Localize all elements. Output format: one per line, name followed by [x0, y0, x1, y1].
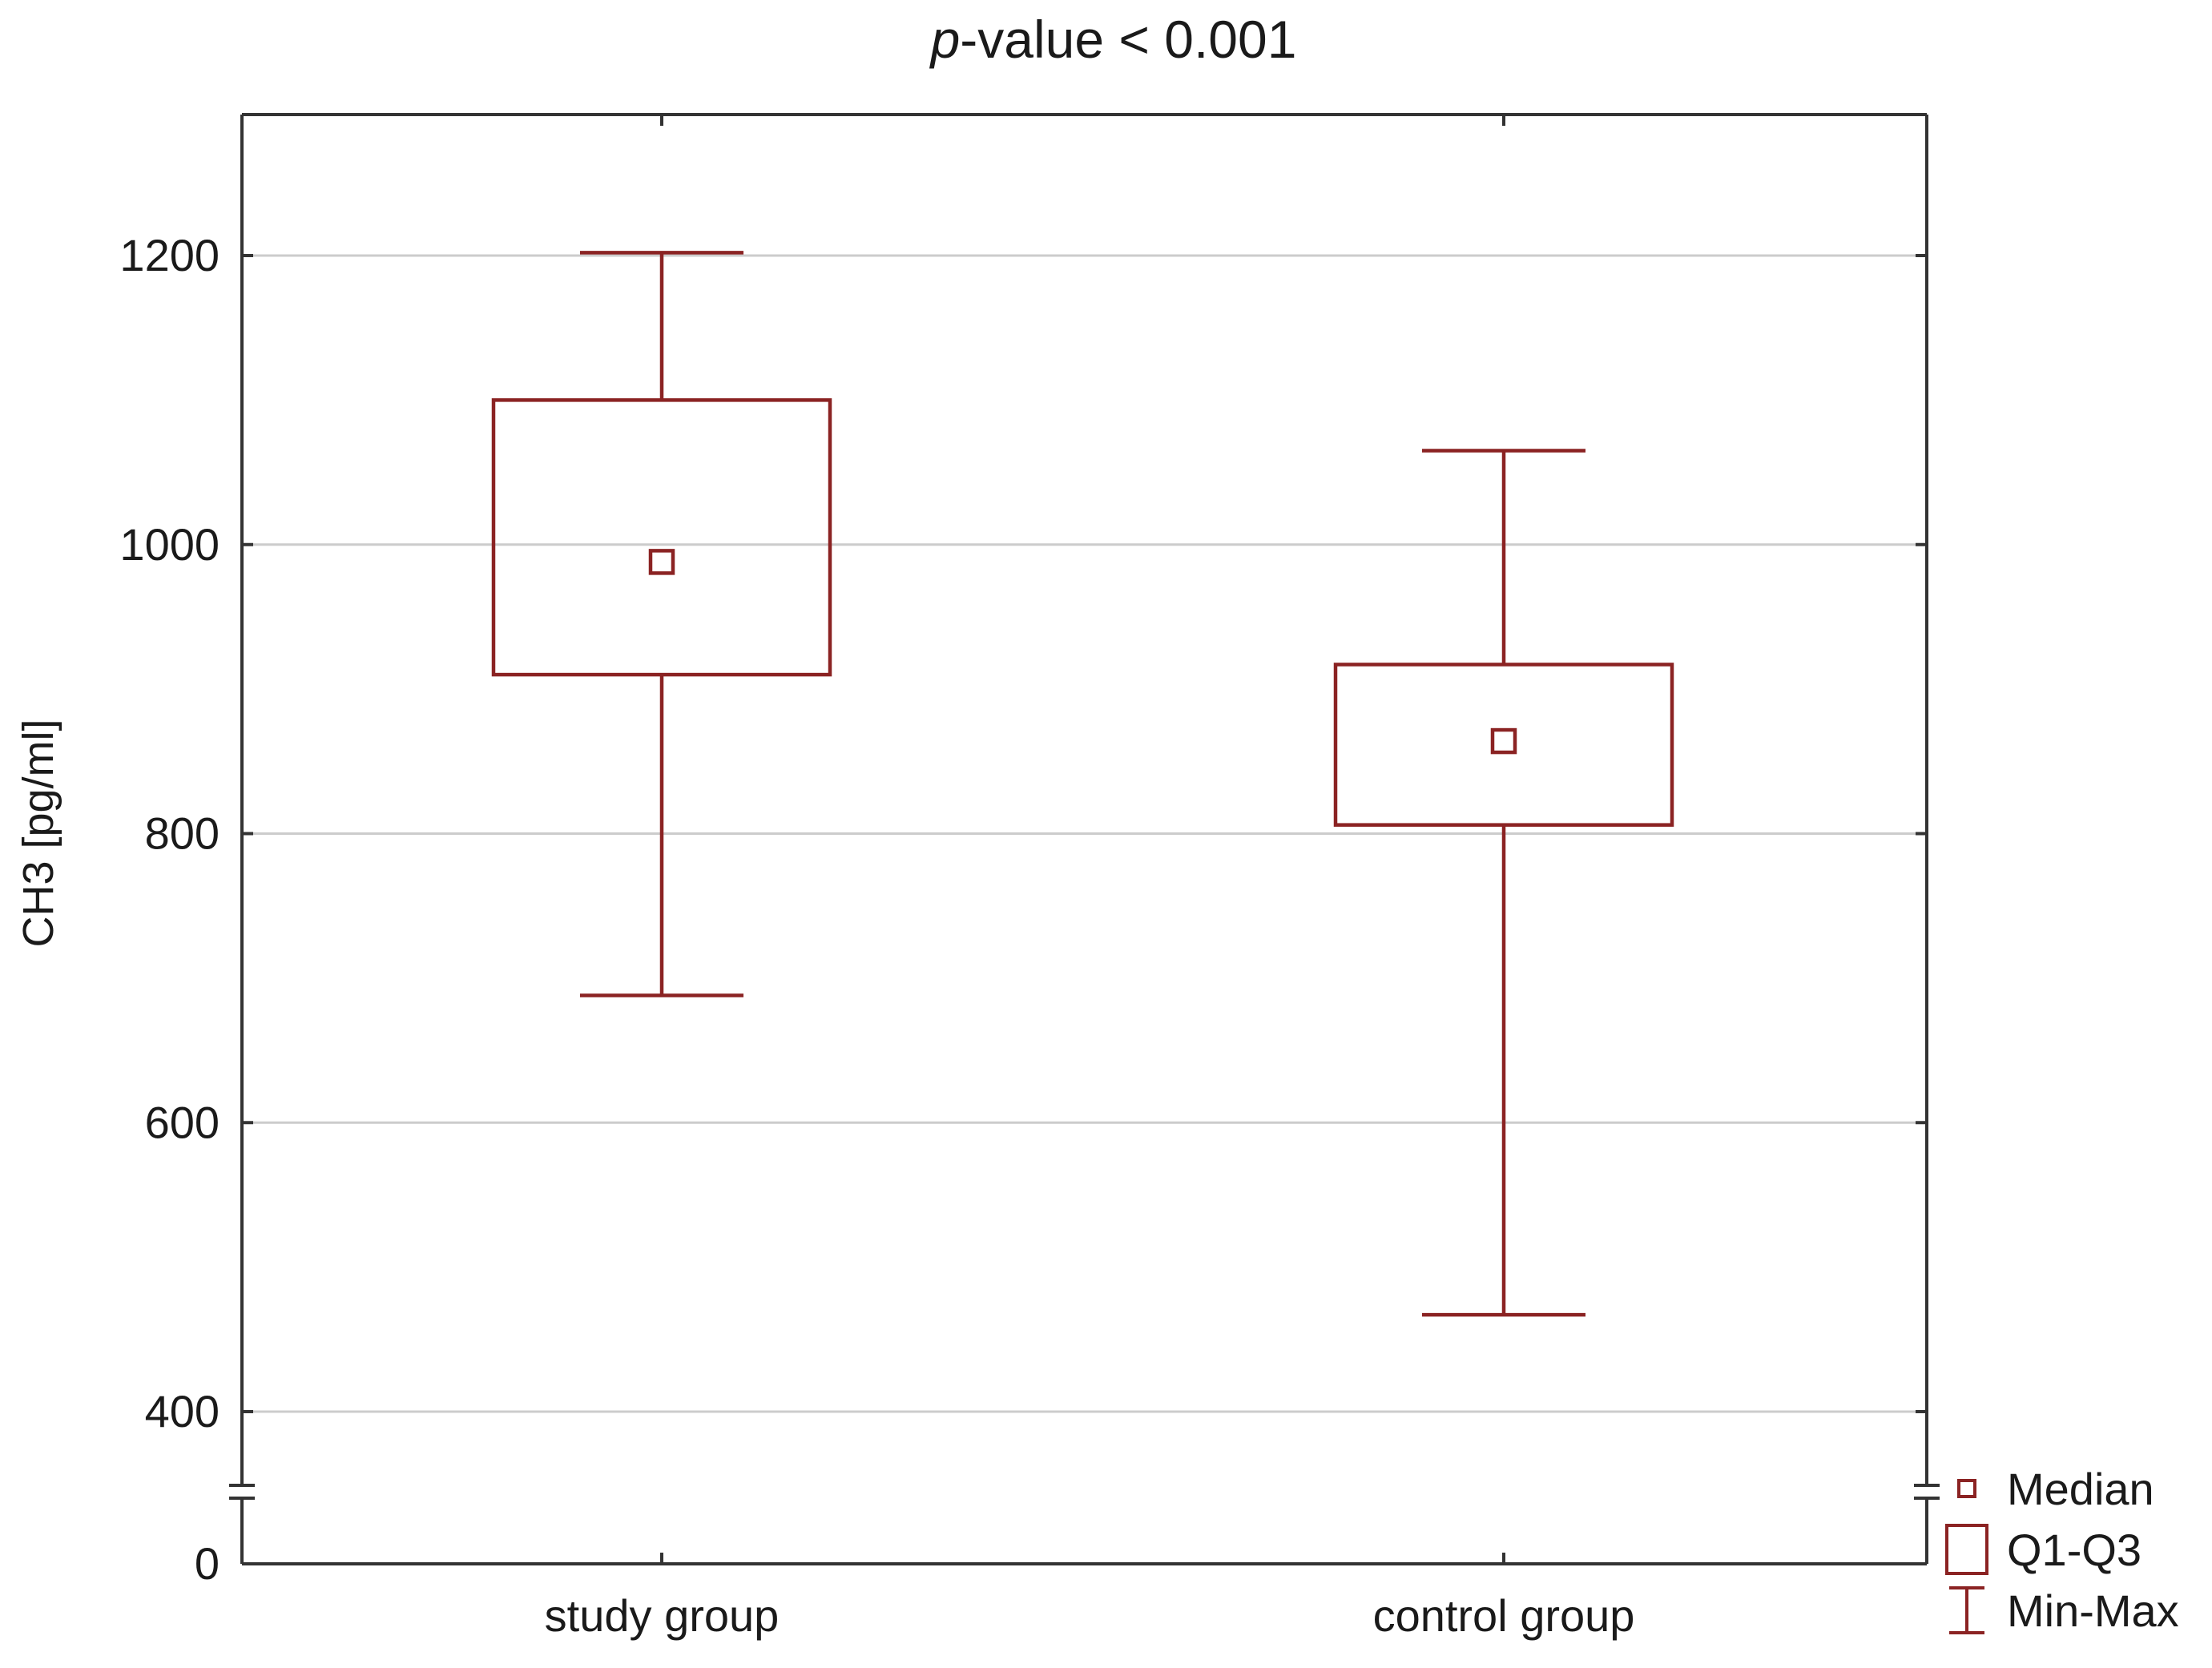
legend: Median Q1-Q3 Min-Max [1945, 1464, 2179, 1636]
x-axis-tick-labels: study group control group [545, 115, 1635, 1641]
y-tick-label: 600 [145, 1097, 220, 1147]
box-control-group [1333, 449, 1674, 1317]
y-tick-label: 0 [195, 1538, 220, 1589]
legend-median-symbol [1957, 1479, 1976, 1498]
y-tick-label: 1000 [119, 519, 220, 570]
legend-item-iqr: Q1-Q3 [1945, 1524, 2141, 1575]
boxes [491, 251, 1674, 1317]
iqr-box [491, 398, 832, 677]
box-study-group [491, 251, 832, 997]
chart-title: p-value < 0.001 [929, 10, 1297, 69]
legend-item-range: Min-Max [1949, 1585, 2179, 1636]
x-tick-label: study group [545, 1590, 780, 1641]
grid-lines [242, 254, 1927, 1413]
median-marker [1490, 727, 1517, 755]
title-rest: -value < 0.001 [960, 10, 1296, 69]
plot-frame [229, 113, 1940, 1565]
y-axis-ticks: 0 400 600 800 1000 1200 [119, 230, 1927, 1589]
legend-label: Min-Max [2007, 1585, 2179, 1636]
median-marker [648, 549, 675, 575]
legend-box-symbol [1945, 1524, 1988, 1575]
legend-label: Median [2007, 1464, 2154, 1514]
iqr-box [1333, 663, 1674, 827]
y-tick-label: 800 [145, 808, 220, 859]
x-tick-label: control group [1373, 1590, 1635, 1641]
y-axis-label: CH3 [pg/ml] [14, 719, 62, 947]
legend-item-median: Median [1957, 1464, 2154, 1514]
y-tick-label: 400 [145, 1386, 220, 1436]
y-tick-label: 1200 [119, 230, 220, 280]
legend-label: Q1-Q3 [2007, 1525, 2141, 1575]
title-p-letter: p [929, 10, 961, 69]
